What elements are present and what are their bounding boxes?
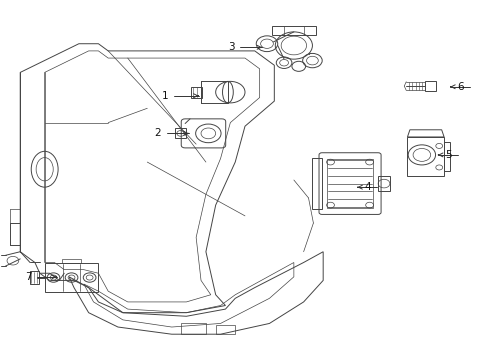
Bar [30, 271, 39, 284]
Text: 3: 3 [228, 42, 235, 52]
Bar [444, 142, 450, 171]
Text: 1: 1 [162, 91, 169, 101]
Bar [327, 159, 373, 208]
Text: 6: 6 [458, 82, 465, 92]
Text: 4: 4 [365, 182, 371, 192]
Bar [181, 323, 206, 334]
Bar [216, 325, 235, 334]
Bar [425, 81, 436, 91]
Bar [312, 158, 322, 209]
Bar [408, 137, 444, 176]
Text: 7: 7 [25, 272, 32, 282]
Bar [175, 129, 186, 138]
Text: 2: 2 [155, 129, 161, 138]
Bar [62, 259, 81, 263]
Bar [201, 81, 228, 103]
Bar [378, 176, 391, 191]
Text: 5: 5 [445, 150, 452, 160]
Bar [191, 87, 202, 98]
Bar [45, 263, 98, 292]
